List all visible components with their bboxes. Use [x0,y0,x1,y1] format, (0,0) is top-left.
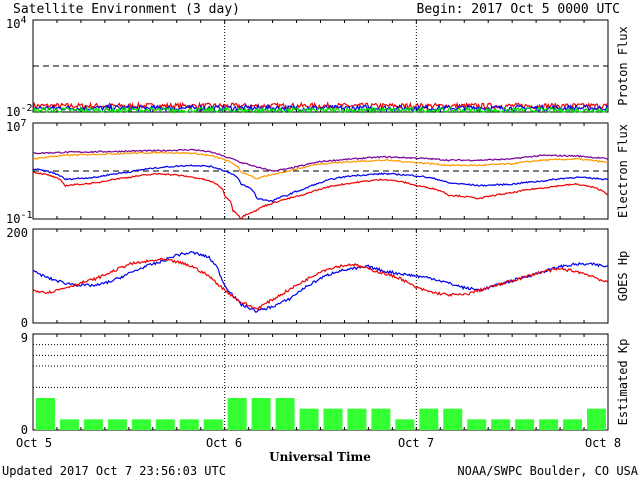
red-series-line [32,171,609,220]
x-axis-label: Universal Time [269,450,371,464]
kp-bar [155,419,175,430]
kp-bar [323,408,343,430]
purple-series-line [32,148,609,173]
kp-bar [443,408,463,430]
kp-bar [347,408,367,430]
x-tick-label: Oct 7 [398,436,434,450]
y-axis-label: Proton Flux [616,26,630,105]
electron-flux-panel: 107 10-1 Electron Flux [6,118,630,226]
kp-bar [299,408,319,430]
y-tick-label: 10-1 [6,210,33,226]
panel-frame [32,122,609,220]
y-tick-label: 0 [21,423,28,437]
kp-bar [131,419,151,430]
y-tick-label: 10-2 [6,103,33,119]
kp-bar [371,408,391,430]
green-series-line [32,105,609,115]
kp-bar [515,419,535,430]
kp-bar [563,419,583,430]
chart-title: Satellite Environment (3 day) [13,2,240,17]
kp-bar [107,419,127,430]
kp-bar [203,419,223,430]
orange-series-line [32,151,609,180]
kp-bar [179,419,199,430]
kp-bar [491,419,511,430]
blue-series-line [32,164,609,203]
x-tick-label: Oct 5 [16,436,52,450]
panel-frame [32,228,609,324]
kp-bar [539,419,559,430]
estimated-kp-panel: 9 0 Estimated Kp [21,331,630,437]
kp-bar [467,419,487,430]
kp-bar [395,419,415,430]
y-tick-label: 0 [21,316,28,330]
kp-bar [587,408,606,430]
kp-bar [251,398,271,430]
kp-bar [227,398,247,430]
kp-bar [83,419,103,430]
goes-hp-panel: 200 0 GOES Hp [6,226,630,330]
y-axis-label: GOES Hp [616,251,630,302]
kp-bar [275,398,295,430]
y-tick-label: 104 [6,15,26,31]
panel-frame [32,19,609,113]
y-tick-label: 9 [21,331,28,345]
red-series-line [32,257,609,311]
y-tick-label: 107 [6,118,26,134]
credit-text: NOAA/SWPC Boulder, CO USA [457,464,638,478]
updated-timestamp: Updated 2017 Oct 7 23:56:03 UTC [2,464,226,478]
begin-time: Begin: 2017 Oct 5 0000 UTC [417,2,621,17]
kp-bar [419,408,439,430]
kp-bar [36,398,55,430]
x-tick-label: Oct 6 [206,436,242,450]
blue-series-line [32,251,609,313]
kp-bar [59,419,79,430]
red-series-line [32,100,609,111]
y-axis-label: Electron Flux [616,124,630,218]
proton-flux-panel: 104 10-2 Proton Flux [6,15,630,119]
panel-frame [32,333,609,431]
y-axis-label: Estimated Kp [616,339,630,426]
x-tick-label: Oct 8 [585,436,621,450]
y-tick-label: 200 [6,226,28,240]
